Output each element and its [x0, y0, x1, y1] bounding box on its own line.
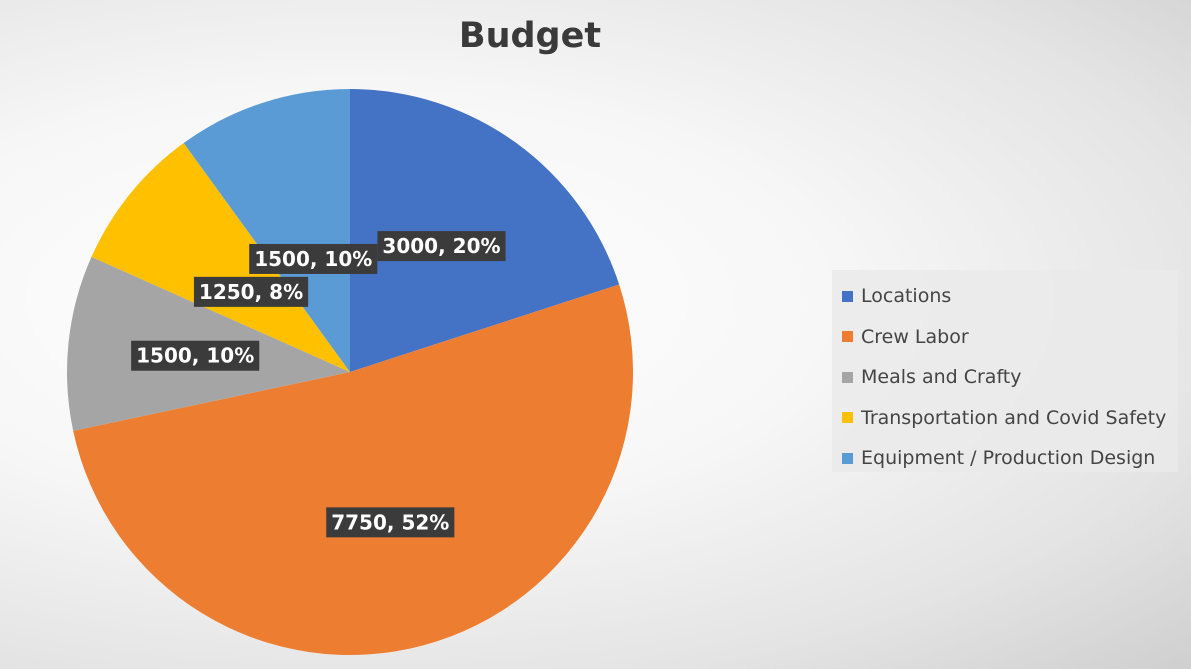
data-label-box [249, 243, 378, 274]
pie-slice-equipment-production-design [183, 89, 350, 372]
legend-label: Transportation and Covid Safety [861, 406, 1167, 429]
chart-legend: Locations Crew Labor Meals and Crafty Tr… [832, 270, 1178, 472]
data-label-box [377, 231, 506, 262]
legend-label: Meals and Crafty [861, 366, 1022, 389]
data-label-box [326, 507, 455, 538]
pie-slice-locations [350, 89, 620, 372]
data-label-text: 1250, 8% [199, 280, 303, 304]
data-label-box [131, 340, 260, 371]
data-label-equipment-production-design: 1500, 10% [249, 243, 378, 274]
legend-item-meals-and-crafty: Meals and Crafty [842, 357, 1178, 398]
data-label-crew-labor: 7750, 52% [326, 507, 455, 538]
legend-item-locations: Locations [842, 276, 1178, 317]
legend-swatch [842, 331, 853, 343]
data-label-text: 1500, 10% [136, 344, 254, 368]
legend-swatch [842, 371, 853, 383]
legend-item-equipment: Equipment / Production Design [842, 438, 1178, 479]
legend-label: Locations [861, 285, 952, 308]
data-label-text: 7750, 52% [331, 510, 449, 534]
data-label-text: 1500, 10% [254, 247, 372, 271]
legend-item-transportation: Transportation and Covid Safety [842, 398, 1178, 439]
pie-slice-crew-labor [73, 284, 634, 656]
pie-slices [66, 89, 634, 656]
pie-slice-transportation-and-covid-safety [91, 143, 350, 372]
legend-label: Equipment / Production Design [861, 447, 1156, 470]
legend-swatch [842, 290, 853, 302]
data-label-text: 3000, 20% [382, 234, 500, 258]
legend-swatch [842, 452, 853, 464]
legend-item-crew-labor: Crew Labor [842, 317, 1178, 358]
data-label-box [193, 276, 309, 307]
legend-label: Crew Labor [861, 325, 969, 348]
data-label-meals-and-crafty: 1500, 10% [131, 340, 260, 371]
data-label-locations: 3000, 20% [377, 231, 506, 262]
pie-data-labels: 3000, 20% 7750, 52% 1500, 10% 1250, 8% 1500,… [131, 231, 506, 538]
chart-title: Budget [458, 16, 602, 56]
data-label-transportation-and-covid-safety: 1250, 8% [193, 276, 309, 307]
legend-swatch [842, 412, 853, 424]
